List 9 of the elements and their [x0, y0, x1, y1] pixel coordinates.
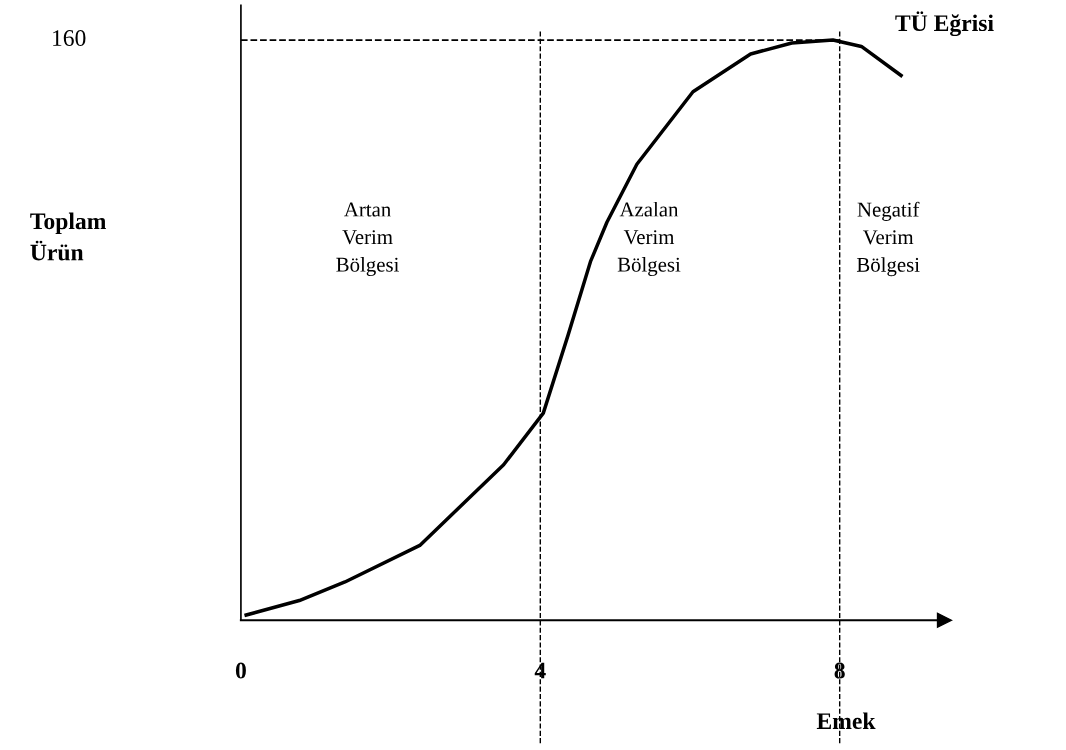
- text: TÜ Eğrisi: [895, 11, 994, 37]
- text: Toplam Ürün: [30, 212, 107, 261]
- annotation: Negatif Verim Bölgesi: [856, 201, 920, 277]
- x-tick-label: 0: [235, 662, 246, 679]
- annotation: Artan Verim Bölgesi: [336, 202, 399, 276]
- annotation: Azalan Verim Bölgesi: [617, 201, 681, 276]
- text: 160: [53, 30, 86, 46]
- x-tick-label: 8: [834, 662, 845, 679]
- x-axis-title: Emek: [816, 712, 876, 730]
